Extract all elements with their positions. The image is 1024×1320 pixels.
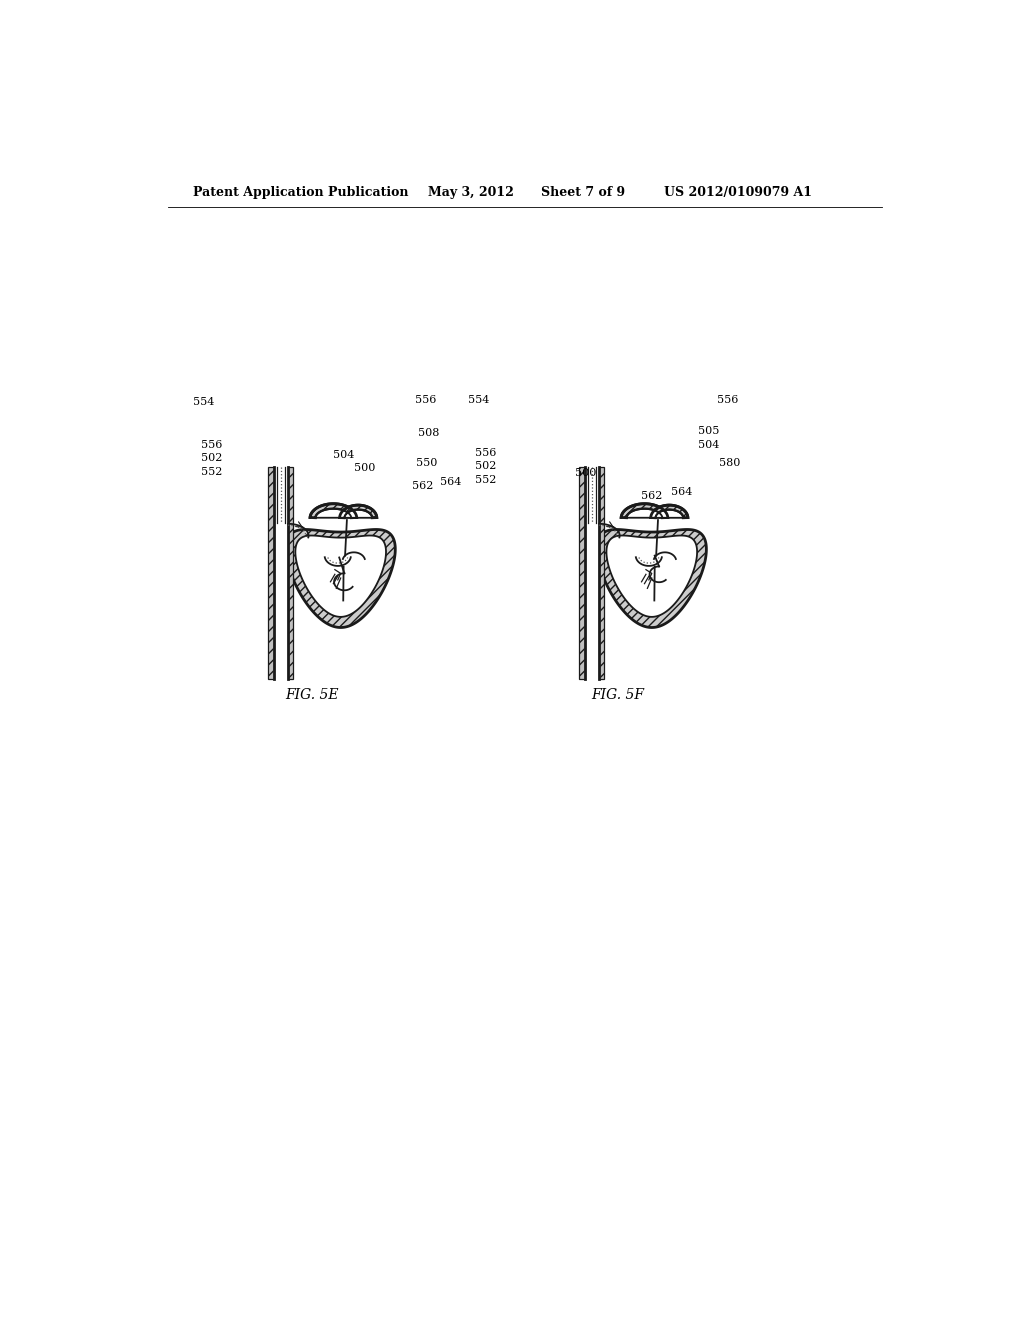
Polygon shape: [655, 510, 683, 517]
Polygon shape: [650, 506, 688, 517]
Text: 556: 556: [416, 395, 436, 405]
Polygon shape: [295, 536, 386, 616]
Text: 552: 552: [475, 475, 497, 484]
Polygon shape: [273, 467, 288, 678]
Text: 562: 562: [412, 480, 433, 491]
Polygon shape: [606, 536, 697, 616]
Text: 564: 564: [671, 487, 692, 496]
Text: 554: 554: [468, 395, 489, 405]
Text: 562: 562: [641, 491, 663, 500]
Polygon shape: [340, 506, 377, 517]
Text: 556: 556: [201, 440, 222, 450]
Text: 502: 502: [475, 462, 497, 471]
Text: 500: 500: [574, 469, 596, 478]
Text: 580: 580: [719, 458, 740, 469]
Polygon shape: [580, 467, 585, 678]
Text: 556: 556: [475, 449, 497, 458]
Text: May 3, 2012: May 3, 2012: [428, 186, 514, 199]
Polygon shape: [315, 508, 351, 517]
Text: 500: 500: [354, 463, 376, 474]
Polygon shape: [585, 467, 599, 678]
Text: Sheet 7 of 9: Sheet 7 of 9: [541, 186, 625, 199]
Text: 554: 554: [194, 397, 214, 408]
Polygon shape: [286, 529, 395, 627]
Text: FIG. 5F: FIG. 5F: [591, 688, 644, 702]
Text: FIG. 5E: FIG. 5E: [286, 688, 339, 702]
Polygon shape: [288, 467, 293, 678]
Text: 550: 550: [416, 458, 437, 469]
Polygon shape: [622, 504, 668, 517]
Text: 505: 505: [697, 426, 719, 436]
Text: 556: 556: [717, 395, 738, 405]
Polygon shape: [310, 504, 356, 517]
Text: 564: 564: [440, 477, 461, 487]
Text: 552: 552: [201, 467, 222, 478]
Polygon shape: [599, 467, 604, 678]
Polygon shape: [344, 510, 372, 517]
Polygon shape: [627, 508, 663, 517]
Polygon shape: [597, 529, 707, 627]
Text: 508: 508: [418, 428, 439, 438]
Polygon shape: [268, 467, 273, 678]
Text: 504: 504: [333, 450, 354, 461]
Text: 502: 502: [201, 453, 222, 463]
Text: US 2012/0109079 A1: US 2012/0109079 A1: [664, 186, 812, 199]
Text: Patent Application Publication: Patent Application Publication: [194, 186, 409, 199]
Text: 504: 504: [697, 440, 719, 450]
